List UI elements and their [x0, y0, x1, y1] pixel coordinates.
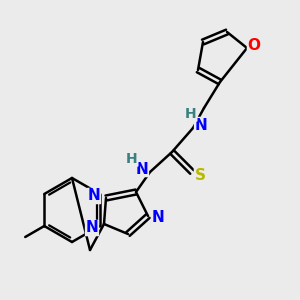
Text: N: N [152, 211, 164, 226]
Text: H: H [185, 107, 197, 121]
Text: N: N [136, 161, 148, 176]
Text: O: O [248, 38, 260, 53]
Text: H: H [126, 152, 138, 166]
Text: N: N [85, 220, 98, 236]
Text: N: N [88, 188, 100, 203]
Text: N: N [195, 118, 207, 133]
Text: S: S [194, 167, 206, 182]
